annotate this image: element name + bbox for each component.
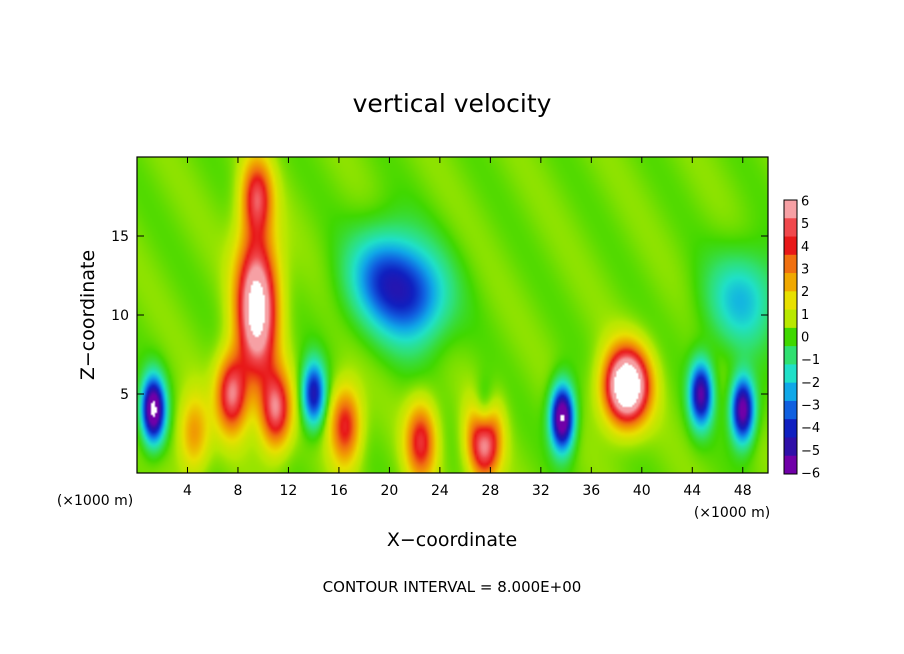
colorbar-swatch xyxy=(784,218,797,237)
contour-interval-note: CONTOUR INTERVAL = 8.000E+00 xyxy=(323,578,582,596)
y-tick-label: 15 xyxy=(111,229,129,245)
y-tick-label: 10 xyxy=(111,308,129,324)
colorbar: 6 5 4 3 2 1 0 −1 −2 −3 −4 −5 −6 xyxy=(783,195,820,482)
y-axis: 5 10 15 xyxy=(111,229,768,403)
x-tick-label: 32 xyxy=(532,483,550,499)
colorbar-tick-label: −3 xyxy=(801,399,820,414)
colorbar-tick-label: −6 xyxy=(801,467,820,482)
x-tick-label: 24 xyxy=(431,483,449,499)
colorbar-swatch xyxy=(784,382,797,402)
x-tick-label: 44 xyxy=(683,483,701,499)
colorbar-tick-label: −1 xyxy=(801,353,820,368)
x-tick-label: 40 xyxy=(633,483,651,499)
colorbar-tick-label: 6 xyxy=(801,195,809,210)
x-tick-label: 4 xyxy=(183,483,192,499)
colorbar-tick-label: −5 xyxy=(801,444,820,459)
x-tick-label: 16 xyxy=(330,483,348,499)
x-tick-label: 36 xyxy=(582,483,600,499)
colorbar-swatch xyxy=(784,273,797,292)
colorbar-swatch xyxy=(784,364,797,384)
heatmap-field xyxy=(137,157,768,473)
colorbar-swatch xyxy=(784,309,797,329)
colorbar-tick-label: 2 xyxy=(801,285,809,300)
x-tick-label: 20 xyxy=(380,483,398,499)
colorbar-tick-label: −2 xyxy=(801,376,820,391)
x-tick-label: 28 xyxy=(481,483,499,499)
colorbar-swatch xyxy=(784,437,797,457)
colorbar-swatch xyxy=(784,455,797,475)
x-tick-label: 12 xyxy=(280,483,298,499)
x-axis-title: X−coordinate xyxy=(387,529,517,551)
colorbar-frame xyxy=(783,199,798,475)
chart-title: vertical velocity xyxy=(353,89,552,118)
x-unit-label-left: (×1000 m) xyxy=(57,493,133,509)
colorbar-tick-label: 3 xyxy=(801,263,809,278)
colorbar-swatch xyxy=(784,200,797,219)
y-axis-title: Z−coordinate xyxy=(77,250,99,380)
colorbar-swatch xyxy=(784,419,797,438)
x-unit-label-right: (×1000 m) xyxy=(694,505,770,521)
colorbar-swatch xyxy=(784,327,797,347)
colorbar-tick-label: 1 xyxy=(801,308,809,323)
y-tick-label: 5 xyxy=(120,387,129,403)
x-tick-label: 8 xyxy=(233,483,242,499)
colorbar-tick-label: 5 xyxy=(801,217,809,232)
colorbar-tick-label: 4 xyxy=(801,240,809,255)
colorbar-swatch xyxy=(784,400,797,420)
colorbar-swatch xyxy=(784,236,797,256)
x-axis: 4 8 12 16 20 24 28 32 36 40 44 48 xyxy=(183,157,752,499)
colorbar-tick-label: 0 xyxy=(801,331,809,346)
colorbar-swatch xyxy=(784,291,797,310)
heatmap-plot xyxy=(136,156,769,474)
x-tick-label: 48 xyxy=(734,483,752,499)
colorbar-swatch xyxy=(784,254,797,274)
colorbar-tick-label: −4 xyxy=(801,421,820,436)
colorbar-swatch xyxy=(784,346,797,365)
